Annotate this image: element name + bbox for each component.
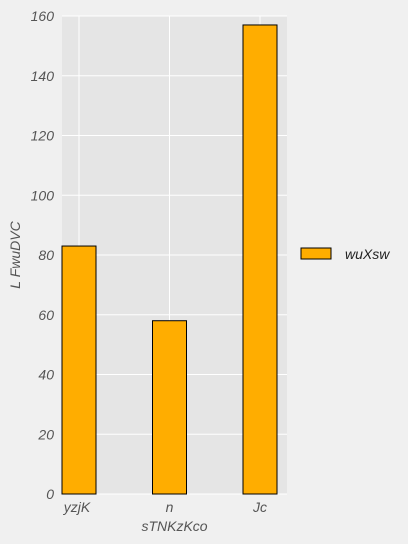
bar [61, 245, 97, 495]
legend: wuXsw [300, 246, 390, 262]
y-tick-label: 80 [38, 247, 54, 263]
y-tick-label: 140 [31, 68, 55, 84]
y-tick-label: 60 [38, 307, 54, 323]
y-tick-label: 160 [31, 8, 55, 24]
y-tick-label: 0 [46, 486, 54, 502]
y-tick-labels: 0 20 40 60 80 100 120 140 160 [31, 8, 55, 502]
y-tick-label: 120 [31, 128, 55, 144]
bars [61, 24, 278, 495]
y-tick-label: 20 [37, 426, 54, 442]
x-tick-labels: yzjK n Jc [63, 499, 267, 515]
y-tick-label: 40 [38, 367, 54, 383]
bar [152, 320, 187, 495]
x-tick-label: yzjK [63, 499, 91, 515]
y-tick-label: 100 [31, 187, 55, 203]
legend-swatch [300, 247, 332, 260]
y-axis-label: L FwuDVC [7, 220, 23, 288]
x-tick-label: Jc [252, 499, 267, 515]
x-tick-label: n [166, 499, 174, 515]
bar [242, 24, 278, 495]
legend-label: wuXsw [345, 246, 390, 262]
x-axis-label: sTNKzKco [141, 518, 207, 534]
